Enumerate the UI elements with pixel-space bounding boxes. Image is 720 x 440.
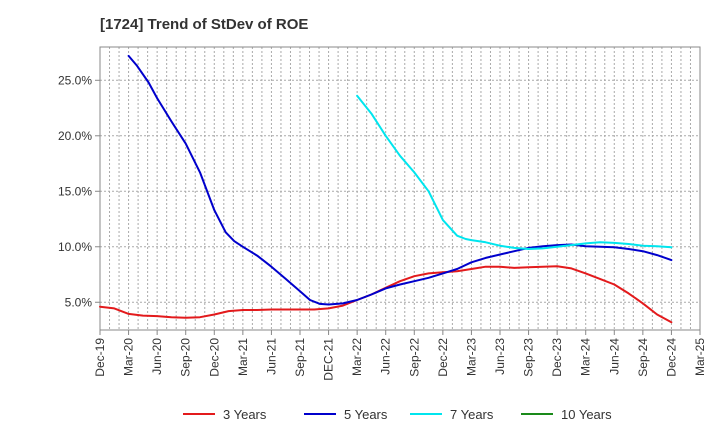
grid [100, 47, 700, 330]
chart-title: [1724] Trend of StDev of ROE [100, 16, 308, 33]
x-tick-label: Mar-21 [236, 338, 250, 376]
series-line-3-years [99, 265, 673, 324]
series-line-5-years [127, 54, 673, 306]
legend-label: 5 Years [344, 407, 388, 422]
y-tick-label: 25.0% [58, 73, 92, 87]
x-tick-label: Jun-24 [607, 338, 621, 375]
x-tick-label: Sep-20 [179, 338, 193, 377]
x-tick-label: Sep-23 [522, 338, 536, 377]
x-tick-label: Jun-23 [493, 338, 507, 375]
x-tick-label: Dec-24 [664, 338, 678, 377]
legend-label: 7 Years [450, 407, 494, 422]
x-tick-label: Mar-22 [350, 338, 364, 376]
x-tick-label: Dec-19 [93, 338, 107, 377]
y-axis-ticks: 5.0% 10.0% 15.0% 20.0% 25.0% [58, 73, 100, 309]
plot-area [99, 46, 701, 331]
x-tick-label: Jun-22 [379, 338, 393, 375]
series-lines [99, 54, 673, 324]
x-tick-label: Dec-22 [436, 338, 450, 377]
x-tick-label: Dec-20 [207, 338, 221, 377]
x-tick-label: Mar-23 [464, 338, 478, 376]
y-tick-label: 10.0% [58, 240, 92, 254]
x-tick-label: Sep-21 [293, 338, 307, 377]
x-tick-label: DEC-21 [322, 338, 336, 381]
legend-label: 10 Years [561, 407, 612, 422]
x-tick-label: Jun-20 [150, 338, 164, 375]
x-tick-label: Mar-20 [122, 338, 136, 376]
x-tick-label: Sep-24 [636, 338, 650, 377]
y-tick-label: 5.0% [65, 295, 93, 309]
y-tick-label: 15.0% [58, 184, 92, 198]
x-tick-label: Dec-23 [550, 338, 564, 377]
legend-label: 3 Years [223, 407, 267, 422]
legend: 3 Years 5 Years 7 Years 10 Years [183, 407, 612, 422]
x-tick-label: Mar-24 [579, 338, 593, 376]
y-tick-label: 20.0% [58, 129, 92, 143]
series-line-7-years [356, 94, 673, 250]
x-tick-label: Mar-25 [693, 338, 707, 376]
x-tick-label: Sep-22 [407, 338, 421, 377]
x-tick-label: Jun-21 [264, 338, 278, 375]
x-axis-ticks: Dec-19 Mar-20 Jun-20 Sep-20 Dec-20 Mar-21 Jun-… [93, 330, 707, 381]
